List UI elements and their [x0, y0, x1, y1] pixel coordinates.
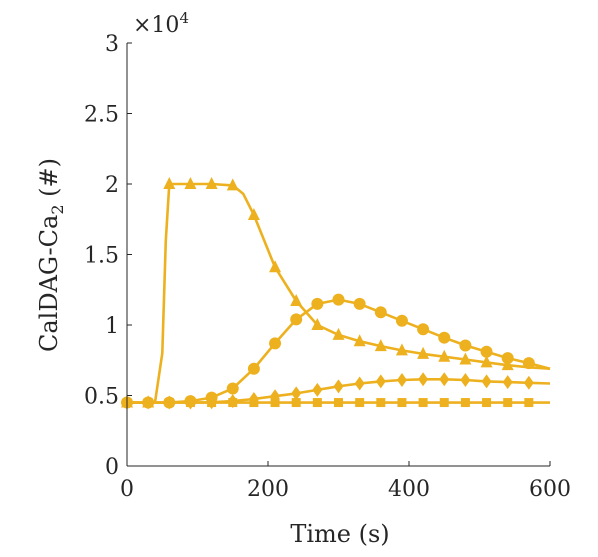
data-point-diamond	[270, 389, 281, 404]
data-point-triangle	[163, 177, 176, 189]
x-axis-label: Time (s)	[290, 520, 389, 548]
data-point-triangle	[247, 208, 260, 221]
x-tick-label: 600	[529, 477, 571, 502]
y-tick-label: 2.5	[84, 103, 119, 128]
data-point-triangle	[142, 395, 155, 408]
data-point-circle	[459, 339, 472, 352]
data-point-circle	[501, 352, 514, 365]
data-point-circle	[353, 297, 366, 310]
y-tick-label: 0	[105, 455, 119, 480]
data-point-square	[291, 398, 301, 408]
data-point-triangle	[501, 358, 514, 371]
data-point-diamond	[291, 386, 302, 401]
data-point-diamond	[354, 376, 365, 391]
data-point-circle	[438, 331, 451, 344]
data-point-circle	[226, 382, 239, 395]
data-point-circle	[247, 362, 260, 375]
data-point-triangle	[395, 343, 408, 356]
data-point-diamond	[439, 372, 450, 387]
data-point-square	[397, 398, 407, 408]
x-tick-label: 0	[120, 477, 134, 502]
axes: 0 200 400 600 0 0.5 1 1.5 2 2.5 3	[84, 32, 571, 502]
data-point-circle	[184, 395, 197, 408]
data-point-circle	[311, 297, 324, 310]
data-point-triangle	[353, 334, 366, 347]
y-exponent-prefix: ×10	[133, 13, 179, 38]
data-point-triangle	[332, 327, 345, 340]
data-point-circle	[374, 306, 387, 319]
series-circle	[121, 293, 551, 409]
data-point-diamond	[502, 375, 513, 390]
x-tick-label: 200	[247, 477, 289, 502]
data-point-circle	[269, 337, 282, 350]
data-point-square	[503, 398, 513, 408]
y-axis-label-suffix: (#)	[35, 158, 63, 204]
data-point-square	[524, 398, 534, 408]
data-point-triangle	[205, 177, 218, 189]
data-point-diamond	[396, 372, 407, 387]
data-point-diamond	[481, 374, 492, 389]
data-point-diamond	[523, 375, 534, 390]
data-point-square	[439, 398, 449, 408]
data-point-diamond	[248, 392, 259, 407]
data-point-triangle	[269, 260, 282, 273]
data-point-triangle	[184, 177, 197, 189]
data-point-circle	[395, 314, 408, 327]
data-point-circle	[332, 293, 345, 306]
y-axis-label: CalDAG-Ca2 (#)	[35, 158, 67, 352]
y-tick-label: 1	[105, 314, 119, 339]
data-point-square	[312, 398, 322, 408]
data-point-triangle	[480, 355, 493, 368]
y-tick-label: 1.5	[84, 244, 119, 269]
data-point-triangle	[226, 178, 239, 191]
data-point-circle	[480, 345, 493, 358]
data-point-triangle	[438, 349, 451, 362]
data-point-circle	[290, 313, 303, 326]
y-axis-label-sub: 2	[48, 204, 67, 214]
y-exponent-power: 4	[179, 9, 189, 27]
data-point-square	[376, 398, 386, 408]
data-point-circle	[205, 391, 218, 404]
y-tick-label: 3	[105, 32, 119, 57]
data-point-triangle	[374, 339, 387, 352]
data-point-diamond	[375, 374, 386, 389]
y-tick-label: 0.5	[84, 385, 119, 410]
y-axis-label-main: CalDAG-Ca	[35, 215, 63, 352]
data-point-diamond	[418, 372, 429, 387]
data-point-square	[334, 398, 343, 408]
data-point-triangle	[311, 318, 324, 330]
data-point-triangle	[290, 294, 303, 307]
data-point-square	[355, 398, 365, 408]
data-point-diamond	[333, 379, 344, 394]
data-point-circle	[163, 396, 176, 409]
data-point-triangle	[459, 352, 472, 365]
series-line	[127, 182, 551, 404]
data-point-diamond	[227, 394, 238, 409]
y-tick-label: 2	[105, 173, 119, 198]
series-triangle	[121, 177, 551, 408]
y-exponent: ×104	[133, 9, 189, 38]
data-point-square	[460, 398, 470, 408]
x-tick-label: 400	[388, 477, 430, 502]
data-point-triangle	[417, 346, 430, 359]
data-point-diamond	[460, 372, 471, 387]
data-point-circle	[417, 323, 430, 336]
data-point-square	[418, 398, 428, 408]
data-point-diamond	[312, 382, 323, 397]
data-point-square	[482, 398, 492, 408]
plot-area	[121, 177, 551, 410]
